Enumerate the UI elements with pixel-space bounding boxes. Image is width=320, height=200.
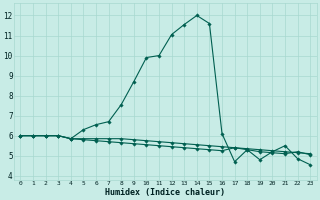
X-axis label: Humidex (Indice chaleur): Humidex (Indice chaleur) xyxy=(105,188,225,197)
